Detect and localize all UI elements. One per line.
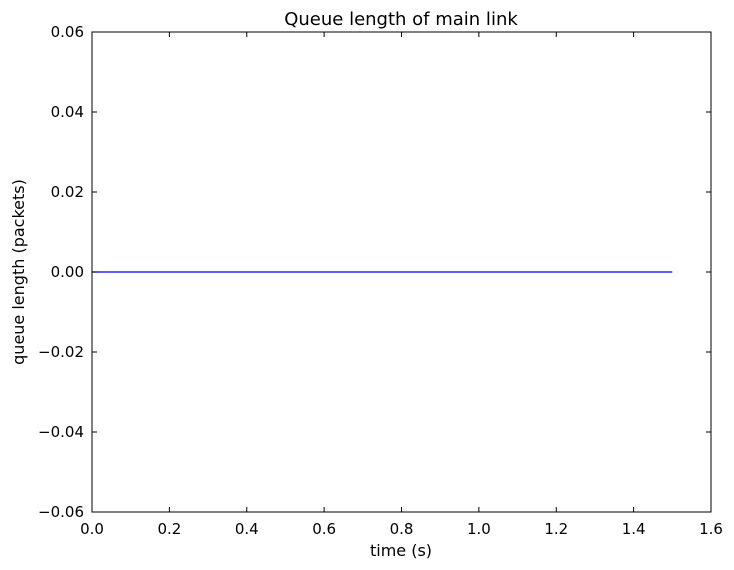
y-tick-label: 0.00 [51,263,84,281]
y-axis-ticks: 0.06 0.04 0.02 0.00 −0.02 −0.04 −0.06 [38,23,711,521]
y-tick-label: −0.06 [38,503,84,521]
y-tick-label: −0.04 [38,423,84,441]
y-tick-label: −0.02 [38,343,84,361]
x-tick-label: 0.4 [235,520,259,538]
x-tick-label: 1.2 [544,520,568,538]
x-tick-label: 1.4 [622,520,646,538]
y-tick-label: 0.06 [51,23,84,41]
x-tick-label: 0.2 [157,520,181,538]
y-tick-label: 0.04 [51,103,84,121]
x-axis-label: time (s) [370,541,432,560]
x-tick-label: 0.8 [390,520,414,538]
x-tick-label: 1.6 [699,520,723,538]
x-tick-label: 0.0 [80,520,104,538]
y-axis-label: queue length (packets) [9,179,28,365]
x-axis-ticks: 0.0 0.2 0.4 0.6 0.8 1.0 1.2 1.4 1.6 [80,32,723,538]
y-tick-label: 0.02 [51,183,84,201]
x-tick-label: 1.0 [467,520,491,538]
chart-title: Queue length of main link [284,9,518,30]
x-tick-label: 0.6 [312,520,336,538]
